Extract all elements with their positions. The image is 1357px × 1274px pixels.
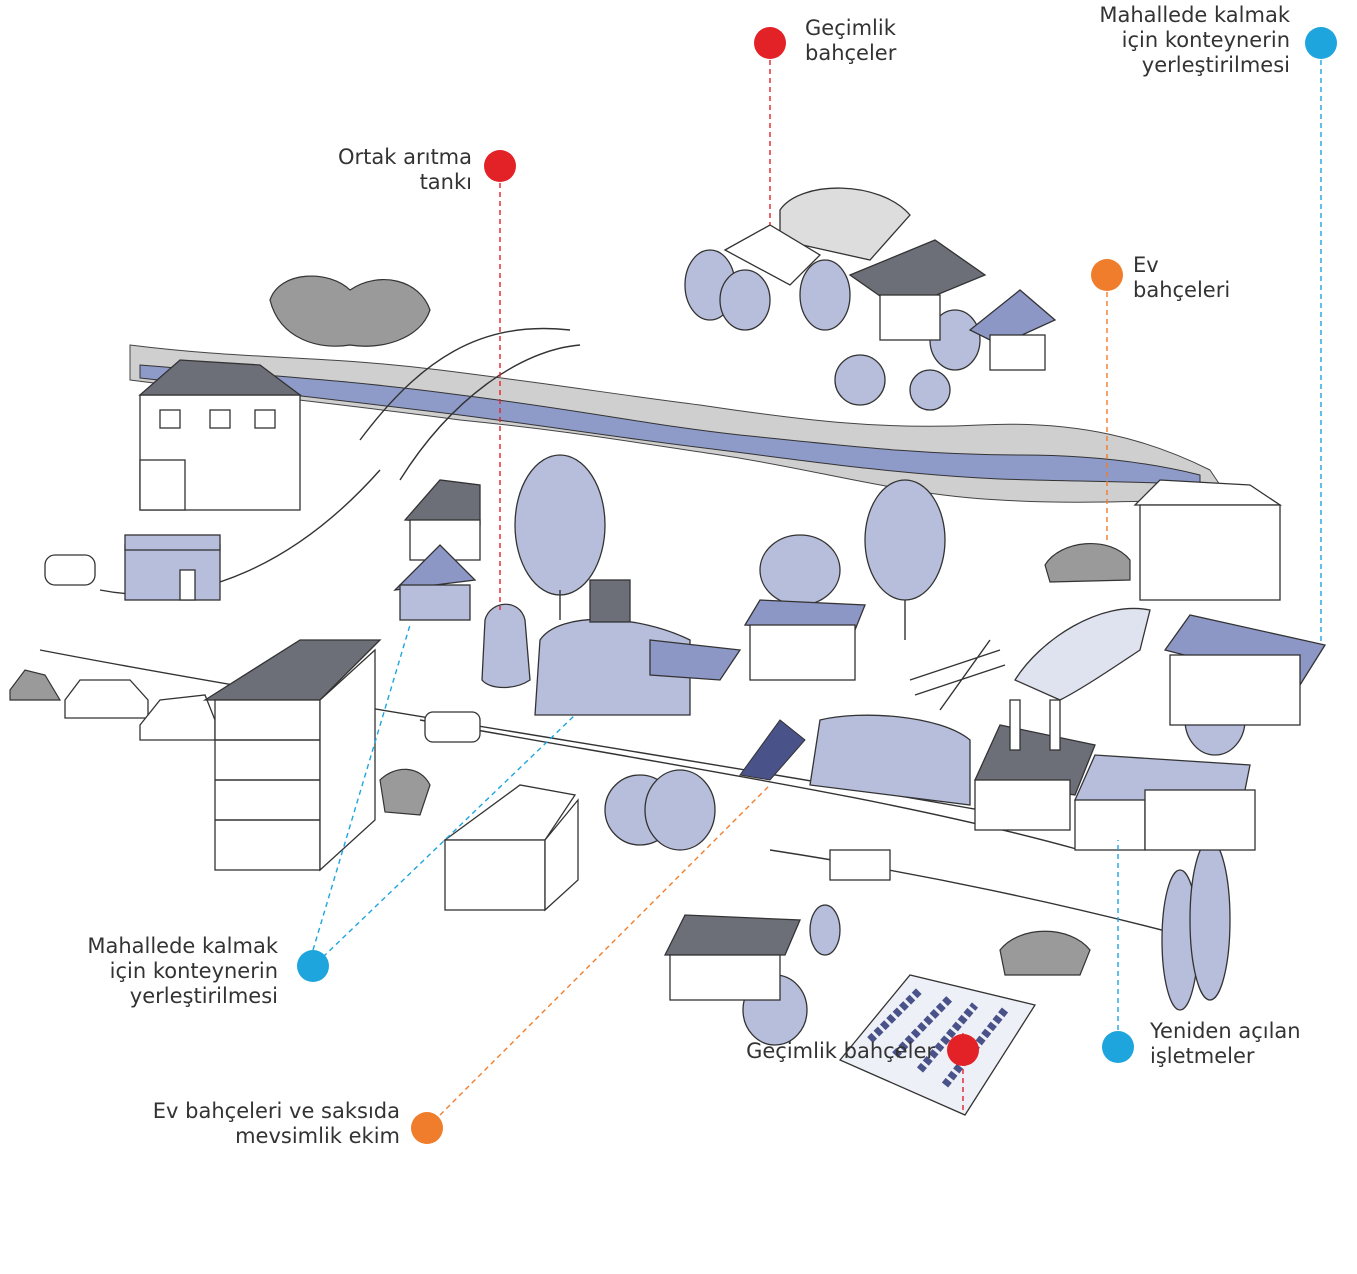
- canopy: [650, 640, 740, 680]
- label-line: Geçimlik: [805, 16, 897, 40]
- label-line: Geçimlik bahçeler: [746, 1039, 935, 1063]
- label-line: Mahallede kalmak: [87, 934, 279, 958]
- water-tank: [482, 604, 530, 687]
- container: [1165, 615, 1325, 725]
- timber: [910, 640, 1005, 710]
- rubble: [270, 276, 430, 346]
- label-line: tankı: [420, 170, 472, 194]
- label-line: bahçeleri: [1133, 278, 1230, 302]
- shop: [125, 535, 220, 600]
- label-line: işletmeler: [1150, 1044, 1255, 1068]
- label-line: için konteynerin: [110, 959, 278, 983]
- callout-label: Geçimlik bahçeler: [746, 1039, 935, 1063]
- farm: [725, 188, 1055, 370]
- label-line: yerleştirilmesi: [1142, 53, 1290, 77]
- building-right: [1135, 480, 1280, 600]
- page: GeçimlikbahçelerMahallede kalmakiçin kon…: [0, 0, 1357, 1274]
- label-line: Ev: [1133, 253, 1159, 277]
- greenhouse: [1015, 608, 1150, 700]
- shed: [665, 905, 840, 1000]
- illustration: GeçimlikbahçelerMahallede kalmakiçin kon…: [0, 0, 1357, 1274]
- truck: [830, 850, 890, 880]
- rubble: [1045, 544, 1130, 582]
- houses: [395, 480, 480, 620]
- label-line: Mahallede kalmak: [1099, 3, 1291, 27]
- planted-bed: [740, 720, 805, 780]
- apartment: [205, 640, 380, 870]
- label-line: mevsimlik ekim: [235, 1124, 400, 1148]
- rubble: [1000, 931, 1090, 975]
- label-line: yerleştirilmesi: [130, 984, 278, 1008]
- label-line: Yeniden açılan: [1149, 1019, 1301, 1043]
- label-line: bahçeler: [805, 41, 897, 65]
- label-line: Ev bahçeleri ve saksıda: [153, 1099, 400, 1123]
- greenhouse: [810, 715, 970, 805]
- label-line: Ortak arıtma: [338, 145, 472, 169]
- label-line: için konteynerin: [1122, 28, 1290, 52]
- damaged-house: [380, 769, 578, 910]
- damaged-building: [140, 360, 300, 510]
